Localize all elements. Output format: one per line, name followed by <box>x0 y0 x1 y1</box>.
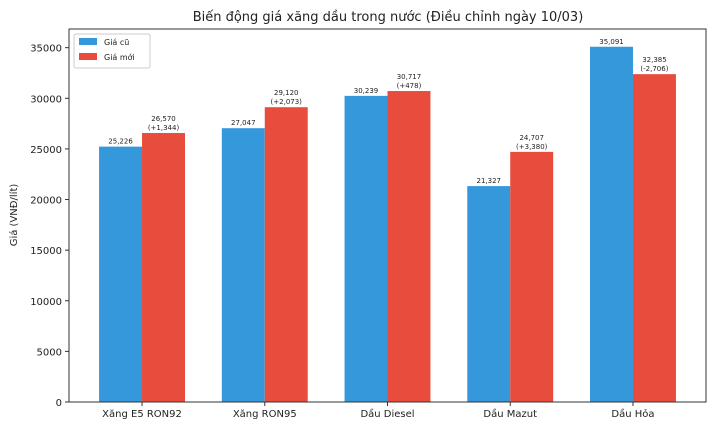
legend-swatch <box>79 53 97 60</box>
x-tick-label: Xăng RON95 <box>233 409 297 420</box>
data-label: 30,239 <box>354 87 379 95</box>
data-label: (+2,073) <box>271 98 303 106</box>
chart-title: Biến động giá xăng dầu trong nước (Điều … <box>193 10 584 25</box>
x-tick-label: Dầu Hỏa <box>611 408 654 420</box>
data-label: 26,570 <box>151 115 176 123</box>
bar <box>467 186 511 402</box>
bar <box>142 133 185 402</box>
data-label: (+3,380) <box>516 143 548 151</box>
y-tick-label: 20000 <box>30 196 62 207</box>
bar <box>632 74 676 403</box>
data-label: 21,327 <box>477 177 502 185</box>
y-tick-label: 0 <box>56 398 62 409</box>
data-label: 32,385 <box>642 56 667 64</box>
data-label: (-2,706) <box>640 65 668 73</box>
y-tick-label: 15000 <box>30 246 62 257</box>
x-tick-label: Dầu Diesel <box>360 408 414 420</box>
y-tick-label: 35000 <box>30 44 62 55</box>
data-label: 35,091 <box>599 38 624 46</box>
y-tick-label: 10000 <box>30 297 62 308</box>
bar <box>510 151 554 402</box>
x-tick-label: Dầu Mazut <box>483 408 537 420</box>
data-label: (+1,344) <box>148 124 180 132</box>
bar <box>590 46 633 403</box>
bar <box>387 91 431 403</box>
bar <box>221 128 265 403</box>
y-tick-label: 5000 <box>37 347 62 358</box>
data-label: 25,226 <box>108 138 133 146</box>
bar <box>344 95 388 402</box>
data-label: 29,120 <box>274 89 299 97</box>
y-tick-label: 25000 <box>30 145 62 156</box>
legend-label: Giá cũ <box>104 38 129 47</box>
data-label: 30,717 <box>397 73 422 81</box>
legend-swatch <box>79 38 97 45</box>
x-tick-label: Xăng E5 RON92 <box>102 409 182 420</box>
y-tick-label: 30000 <box>30 94 62 105</box>
data-label: (+478) <box>397 82 422 90</box>
bar <box>99 146 143 402</box>
y-axis-label: Giá (VNĐ/lít) <box>8 184 20 247</box>
legend-label: Giá mới <box>104 52 135 62</box>
data-label: 27,047 <box>231 119 256 127</box>
data-label: 24,707 <box>519 134 544 142</box>
bar <box>264 107 308 402</box>
